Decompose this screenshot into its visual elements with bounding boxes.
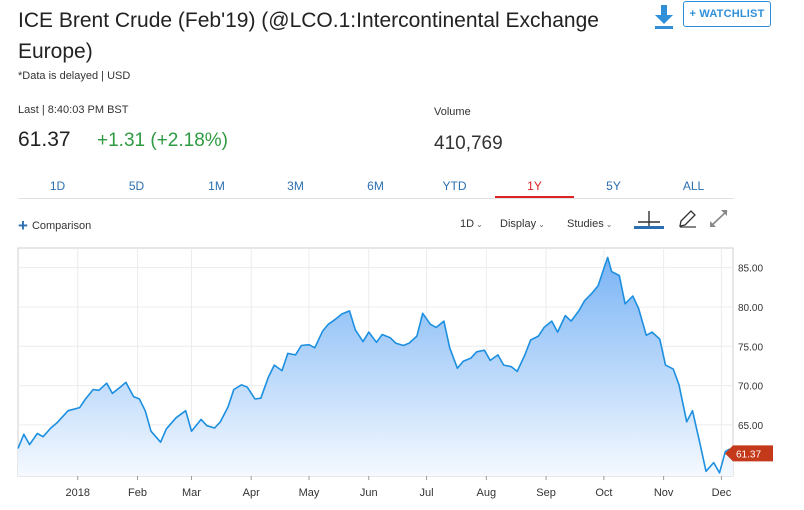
- x-tick-label: 2018: [66, 487, 90, 499]
- y-tick-label: 85.00: [738, 264, 763, 275]
- comparison-label: Comparison: [31, 220, 92, 232]
- display-label: Display: [500, 218, 537, 230]
- last-value-label: 61.37: [736, 449, 761, 460]
- last-price: 61.37: [18, 128, 71, 151]
- tab-5y[interactable]: 5Y: [606, 179, 621, 193]
- last-trade-label: Last | 8:40:03 PM BST: [18, 104, 129, 116]
- price-change: +1.31 (+2.18%): [97, 130, 228, 151]
- crosshair-selected-indicator: [634, 226, 664, 229]
- pencil-icon[interactable]: [672, 208, 702, 230]
- expand-icon[interactable]: [704, 208, 734, 230]
- display-dropdown[interactable]: Display ⌄: [500, 218, 545, 230]
- tab-1d[interactable]: 1D: [49, 179, 66, 193]
- x-tick-label: Sep: [536, 487, 556, 499]
- download-icon[interactable]: [653, 4, 675, 30]
- x-tick-label: May: [299, 487, 320, 499]
- chevron-down-icon: ⌄: [476, 220, 483, 229]
- volume-label: Volume: [434, 106, 471, 118]
- series-line: [17, 256, 734, 474]
- studies-dropdown[interactable]: Studies ⌄: [567, 218, 612, 230]
- data-delay-note: *Data is delayed | USD: [18, 70, 131, 82]
- x-tick-label: Jul: [420, 487, 434, 499]
- x-tick-label: Aug: [477, 487, 497, 499]
- studies-label: Studies: [567, 218, 604, 230]
- interval-dropdown[interactable]: 1D ⌄: [460, 218, 483, 230]
- y-tick-label: 65.00: [738, 421, 763, 432]
- chevron-down-icon: ⌄: [538, 220, 545, 229]
- x-tick-label: Jun: [360, 487, 378, 499]
- x-tick-label: Feb: [128, 487, 147, 499]
- tab-1y[interactable]: 1Y: [495, 176, 574, 198]
- y-tick-label: 80.00: [738, 303, 763, 314]
- range-tabs: 1D 5D 1M 3M 6M YTD 1Y 5Y ALL: [18, 176, 734, 199]
- tab-5d[interactable]: 5D: [128, 179, 145, 193]
- tab-6m[interactable]: 6M: [367, 179, 384, 193]
- x-tick-label: Dec: [712, 487, 732, 499]
- crosshair-icon[interactable]: [634, 208, 664, 230]
- instrument-title: ICE Brent Crude (Feb'19) (@LCO.1:Interco…: [18, 9, 599, 63]
- tab-all[interactable]: ALL: [682, 179, 705, 193]
- x-tick-label: Nov: [654, 487, 674, 499]
- y-tick-label: 75.00: [738, 342, 763, 353]
- tab-3m[interactable]: 3M: [287, 179, 304, 193]
- volume-value: 410,769: [434, 133, 503, 154]
- interval-label: 1D: [460, 218, 475, 230]
- comparison-button[interactable]: + Comparison: [18, 216, 91, 236]
- last-value-tag: [725, 445, 773, 462]
- x-tick-label: Oct: [595, 487, 612, 499]
- tab-1m[interactable]: 1M: [208, 179, 225, 193]
- plus-icon: +: [18, 216, 28, 235]
- tab-ytd[interactable]: YTD: [442, 179, 467, 193]
- chevron-down-icon: ⌄: [605, 220, 613, 229]
- x-tick-label: Apr: [243, 487, 260, 499]
- watchlist-button[interactable]: + WATCHLIST: [683, 1, 771, 27]
- price-chart[interactable]: 65.00 70.00 75.00 80.00 85.00 2018 Feb Mar Apr Ma…: [0, 238, 804, 510]
- x-tick-label: Mar: [182, 487, 201, 499]
- y-tick-label: 70.00: [738, 382, 763, 393]
- series-area: [18, 257, 733, 476]
